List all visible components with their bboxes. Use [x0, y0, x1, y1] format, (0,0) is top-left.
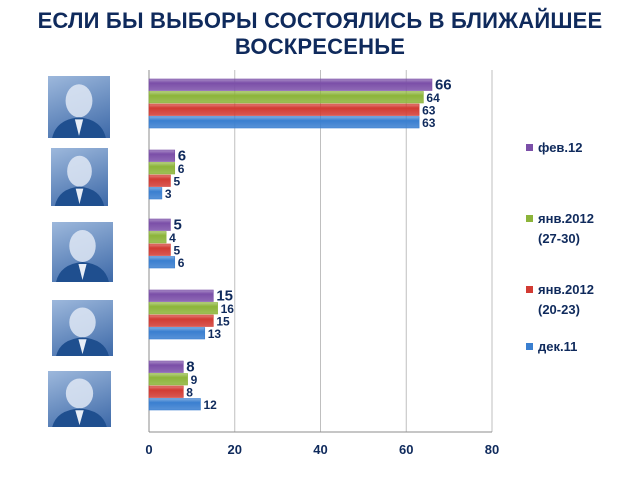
x-tick-label: 0 — [145, 442, 152, 457]
legend-swatch — [526, 215, 533, 222]
bar — [148, 398, 201, 411]
data-label: 5 — [173, 175, 180, 189]
legend-swatch — [526, 144, 533, 151]
data-label: 63 — [422, 116, 436, 130]
bar — [148, 91, 424, 104]
data-label: 15 — [216, 288, 233, 305]
bar — [148, 373, 188, 386]
bar — [148, 187, 163, 200]
bar — [148, 314, 214, 327]
data-label: 15 — [216, 315, 230, 329]
legend-label: фев.12 — [538, 140, 583, 155]
bar — [148, 174, 171, 187]
bar — [148, 103, 420, 116]
data-label: 5 — [173, 217, 181, 234]
data-label: 64 — [426, 91, 440, 105]
data-label: 3 — [165, 187, 172, 201]
candidate-photo-3 — [52, 222, 113, 282]
data-label: 13 — [208, 327, 222, 341]
bar — [148, 78, 433, 91]
data-label: 63 — [422, 104, 436, 118]
data-label: 5 — [173, 244, 180, 258]
data-label: 8 — [186, 386, 193, 400]
legend-label: дек.11 — [538, 339, 578, 354]
bar — [148, 116, 420, 129]
bar — [148, 256, 176, 269]
legend-swatch — [526, 343, 533, 350]
data-label: 6 — [178, 162, 185, 176]
bar — [148, 149, 176, 162]
bar — [148, 162, 176, 175]
data-label: 6 — [178, 148, 186, 165]
legend-label: янв.2012 (20-23) — [538, 282, 594, 317]
chart-title: ЕСЛИ БЫ ВЫБОРЫ СОСТОЯЛИСЬ В БЛИЖАЙШЕЕ ВО… — [37, 8, 603, 59]
legend-label: янв.2012 (27-30) — [538, 211, 594, 246]
data-label: 6 — [178, 256, 185, 270]
bar — [148, 385, 184, 398]
x-tick-label: 60 — [399, 442, 413, 457]
bar — [148, 360, 184, 373]
x-tick-label: 20 — [228, 442, 242, 457]
x-tick-label: 80 — [485, 442, 499, 457]
data-label: 4 — [169, 231, 176, 245]
data-label: 8 — [186, 359, 194, 376]
bar — [148, 327, 206, 340]
candidate-photo-2 — [51, 148, 108, 206]
bar — [148, 289, 214, 302]
data-label: 16 — [221, 302, 235, 316]
legend-swatch — [526, 286, 533, 293]
bar — [148, 231, 167, 244]
data-label: 66 — [435, 77, 452, 94]
data-label: 9 — [191, 373, 198, 387]
bar — [148, 243, 171, 256]
candidate-photo-5 — [48, 371, 111, 427]
bar — [148, 302, 218, 315]
data-label: 12 — [203, 398, 217, 412]
candidate-photo-1 — [48, 76, 110, 138]
candidate-photo-4 — [52, 300, 113, 356]
bar — [148, 218, 171, 231]
x-tick-label: 40 — [313, 442, 327, 457]
